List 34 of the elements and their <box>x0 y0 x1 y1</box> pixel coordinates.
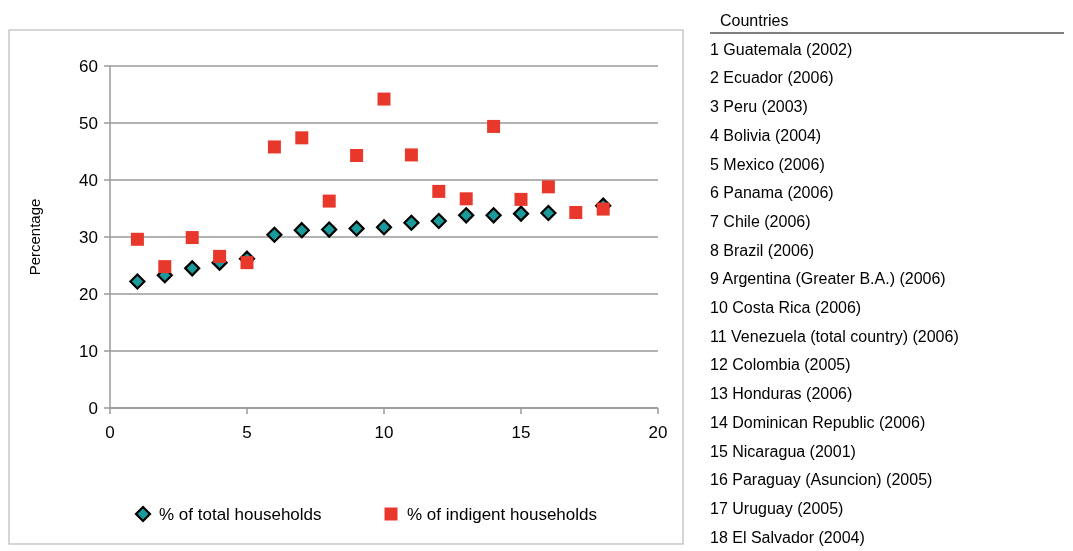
text: 17 Uruguay (2005) <box>710 499 844 517</box>
y-axis-title: Percentage <box>26 198 43 276</box>
x-tick-label: 10 <box>374 423 394 442</box>
legend-label: % of total households <box>159 504 322 524</box>
text: 5 Mexico (2006) <box>710 155 825 173</box>
text: Countries <box>720 12 789 29</box>
text: 16 Paraguay (Asuncion) (2005) <box>710 471 933 489</box>
text: 2 Ecuador (2006) <box>710 69 834 87</box>
y-tick-label: 0 <box>88 398 98 418</box>
x-tick-label: 0 <box>105 423 115 442</box>
text: 4 Bolivia (2004) <box>710 126 822 144</box>
text: 3 Peru (2003) <box>710 98 808 116</box>
text: 14 Dominican Republic (2006) <box>710 413 926 431</box>
text: 12 Colombia (2005) <box>710 356 851 374</box>
y-tick-label: 30 <box>79 227 98 247</box>
x-tick-label: 15 <box>511 423 531 442</box>
y-tick-label: 50 <box>79 113 98 133</box>
y-tick-label: 20 <box>79 284 98 304</box>
x-tick-label: 5 <box>242 423 252 442</box>
x-tick-label: 20 <box>648 423 668 442</box>
y-tick-label: 10 <box>79 341 98 361</box>
y-tick-label: 60 <box>79 56 98 76</box>
text: 18 El Salvador (2004) <box>710 528 865 546</box>
legend-label: % of indigent households <box>407 504 597 524</box>
text: 10 Costa Rica (2006) <box>710 299 862 316</box>
text: 13 Honduras (2006) <box>710 385 853 403</box>
text: 1 Guatemala (2002) <box>710 40 853 58</box>
text: 15 Nicaragua (2001) <box>710 442 856 460</box>
y-tick-label: 40 <box>79 170 98 190</box>
text: 7 Chile (2006) <box>710 212 811 230</box>
text: 8 Brazil (2006) <box>710 241 815 259</box>
text: 11 Venezuela (total country) (2006) <box>710 327 959 345</box>
text: 6 Panama (2006) <box>710 184 834 202</box>
text: 9 Argentina (Greater B.A.) (2006) <box>710 270 946 288</box>
